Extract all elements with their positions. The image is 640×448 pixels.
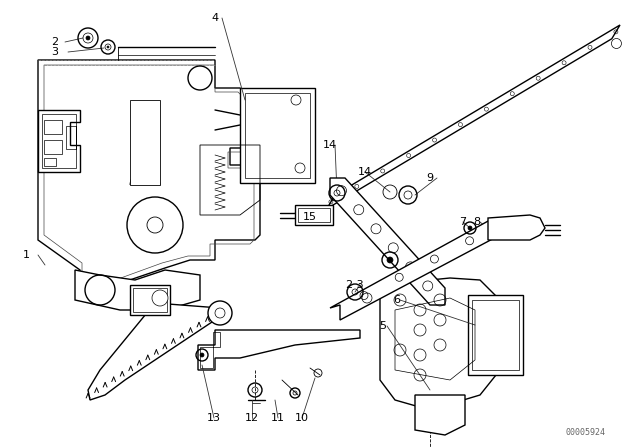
Polygon shape (38, 60, 260, 285)
Text: 15: 15 (303, 212, 317, 222)
Circle shape (208, 301, 232, 325)
Text: 6: 6 (394, 295, 401, 305)
Text: 5: 5 (380, 321, 387, 331)
Bar (468, 295, 523, 375)
Polygon shape (130, 100, 160, 185)
Polygon shape (415, 395, 465, 435)
Bar (295, 205, 333, 225)
Bar (133, 288, 167, 312)
Circle shape (468, 226, 472, 230)
Circle shape (107, 46, 109, 48)
Text: 10: 10 (295, 413, 309, 423)
Polygon shape (330, 178, 445, 305)
Circle shape (200, 353, 204, 357)
Bar (130, 285, 170, 315)
Text: 14: 14 (358, 167, 372, 177)
Text: 1: 1 (22, 250, 29, 260)
Text: 14: 14 (323, 140, 337, 150)
Bar (44, 120, 62, 134)
Bar (44, 158, 56, 166)
Circle shape (86, 36, 90, 40)
Polygon shape (38, 110, 80, 172)
Circle shape (387, 257, 393, 263)
Text: 00005924: 00005924 (565, 427, 605, 436)
Text: 11: 11 (271, 413, 285, 423)
Circle shape (152, 290, 168, 306)
Text: 9: 9 (426, 173, 433, 183)
Polygon shape (327, 25, 620, 209)
Polygon shape (198, 330, 360, 370)
Text: 2 3: 2 3 (346, 280, 364, 290)
Polygon shape (75, 270, 200, 310)
Text: 12: 12 (245, 413, 259, 423)
Bar (245, 93, 310, 178)
Bar (298, 208, 330, 222)
Bar (240, 88, 315, 183)
Polygon shape (488, 215, 545, 240)
Text: 8: 8 (474, 217, 481, 227)
Text: 13: 13 (207, 413, 221, 423)
Polygon shape (88, 303, 220, 400)
Text: 4: 4 (211, 13, 219, 23)
Text: 3: 3 (51, 47, 58, 57)
Bar (44, 140, 62, 154)
Polygon shape (330, 220, 500, 320)
Text: 7: 7 (460, 217, 467, 227)
Bar (472, 300, 519, 370)
Text: 2: 2 (51, 37, 59, 47)
Polygon shape (380, 278, 500, 410)
